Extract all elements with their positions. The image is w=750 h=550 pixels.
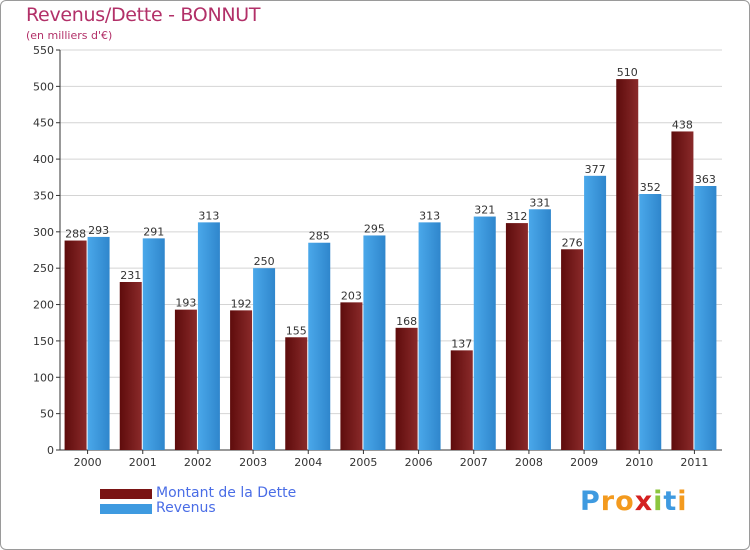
bar-revenue-2002 [197, 222, 220, 450]
chart-title: Revenus/Dette - BONNUT [26, 4, 261, 26]
x-tick-label: 2010 [625, 456, 653, 469]
data-label-revenue: 377 [585, 163, 606, 176]
data-label-revenue: 291 [143, 225, 164, 238]
bar-revenue-2011 [694, 186, 717, 450]
bar-revenue-2001 [142, 238, 165, 450]
legend-swatch-revenue [100, 504, 152, 514]
bar-revenue-2008 [528, 209, 551, 450]
data-label-debt: 288 [65, 228, 86, 241]
bar-debt-2011 [671, 131, 694, 451]
y-tick-label: 450 [33, 117, 54, 130]
data-label-debt: 203 [341, 289, 362, 302]
data-label-revenue: 250 [254, 255, 275, 268]
y-tick-label: 300 [33, 226, 54, 239]
bar-revenue-2003 [253, 268, 276, 450]
chart-subtitle: (en milliers d'€) [26, 29, 113, 42]
x-tick-label: 2009 [570, 456, 598, 469]
bar-revenue-2009 [584, 175, 607, 450]
y-tick-label: 100 [33, 371, 54, 384]
data-label-debt: 155 [286, 324, 307, 337]
x-tick-label: 2004 [294, 456, 322, 469]
x-tick-label: 2006 [405, 456, 433, 469]
logo-letter: i [677, 486, 688, 517]
proxiti-logo: Proxiti [580, 486, 688, 517]
bar-revenue-2000 [87, 236, 110, 450]
data-label-revenue: 285 [309, 230, 330, 243]
y-tick-label: 50 [40, 408, 54, 421]
bar-debt-2006 [395, 327, 418, 450]
data-label-revenue: 295 [364, 222, 385, 235]
data-label-debt: 276 [562, 236, 583, 249]
data-label-revenue: 331 [529, 196, 550, 209]
bar-debt-2002 [174, 309, 197, 450]
x-tick-label: 2007 [460, 456, 488, 469]
legend-label-debt: Montant de la Dette [156, 485, 297, 501]
y-tick-label: 200 [33, 299, 54, 312]
x-tick-label: 2008 [515, 456, 543, 469]
bar-debt-2001 [119, 282, 142, 450]
data-label-revenue: 363 [695, 173, 716, 186]
bar-debt-2004 [285, 337, 308, 450]
data-label-revenue: 352 [640, 181, 661, 194]
data-label-revenue: 293 [88, 224, 109, 237]
logo-letter: P [580, 486, 601, 517]
bar-revenue-2006 [418, 222, 441, 450]
x-tick-label: 2003 [239, 456, 267, 469]
legend-label-revenue: Revenus [156, 500, 216, 516]
data-label-revenue: 313 [419, 209, 440, 222]
bar-revenue-2010 [639, 194, 662, 450]
logo-letter: r [600, 486, 616, 517]
logo-letter: t [663, 486, 678, 517]
x-tick-label: 2001 [129, 456, 157, 469]
bar-debt-2003 [230, 310, 253, 450]
data-label-revenue: 313 [198, 209, 219, 222]
x-tick-label: 2002 [184, 456, 212, 469]
data-label-debt: 438 [672, 118, 693, 131]
y-tick-label: 350 [33, 189, 54, 202]
logo-letter: i [653, 486, 664, 517]
data-label-debt: 312 [506, 210, 527, 223]
y-tick-label: 500 [33, 80, 54, 93]
bar-debt-2005 [340, 302, 363, 450]
bar-revenue-2005 [363, 235, 386, 450]
bar-revenue-2007 [473, 216, 496, 450]
legend-swatch-debt [100, 489, 152, 499]
bar-debt-2007 [450, 350, 473, 450]
data-label-debt: 193 [175, 297, 196, 310]
data-label-debt: 168 [396, 315, 417, 328]
data-label-debt: 231 [120, 269, 141, 282]
data-label-debt: 192 [231, 297, 252, 310]
data-label-debt: 137 [451, 337, 472, 350]
x-tick-label: 2011 [680, 456, 708, 469]
bar-debt-2010 [616, 79, 639, 450]
data-label-debt: 510 [617, 66, 638, 79]
bar-debt-2008 [505, 223, 528, 450]
data-label-revenue: 321 [474, 204, 495, 217]
y-tick-label: 400 [33, 153, 54, 166]
logo-letter: x [634, 486, 654, 517]
y-tick-label: 0 [47, 444, 54, 457]
bar-revenue-2004 [308, 242, 331, 450]
bar-debt-2000 [64, 240, 87, 450]
logo-letter: o [615, 486, 635, 517]
bar-debt-2009 [561, 249, 584, 450]
y-tick-label: 250 [33, 262, 54, 275]
x-tick-label: 2000 [74, 456, 102, 469]
x-tick-label: 2005 [349, 456, 377, 469]
y-tick-label: 150 [33, 335, 54, 348]
y-tick-label: 550 [33, 44, 54, 57]
